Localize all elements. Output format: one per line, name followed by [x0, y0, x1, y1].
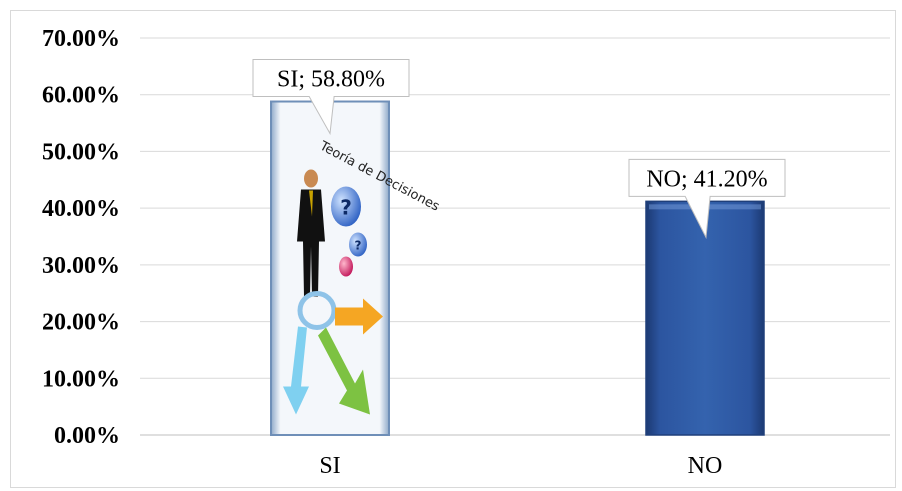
y-tick-label: 60.00%: [42, 83, 120, 109]
bar-no: [645, 200, 765, 436]
y-axis: 0.00% 10.00% 20.00% 30.00% 40.00% 50.00% 60.00…: [42, 26, 120, 449]
svg-text:?: ?: [340, 196, 352, 220]
svg-text:SI; 58.80%: SI; 58.80%: [277, 67, 385, 93]
y-tick-label: 40.00%: [42, 196, 120, 222]
data-labels: SI; 58.80% NO; 41.20%: [252, 59, 786, 240]
gridlines: [140, 37, 890, 436]
svg-text:NO; 41.20%: NO; 41.20%: [646, 166, 767, 192]
bars: Teoría de Decisiones??: [270, 100, 765, 437]
x-tick-label: SI: [319, 453, 340, 479]
question-icon: [339, 256, 353, 277]
data-label: SI; 58.80%: [252, 59, 410, 136]
x-axis: SI NO: [319, 453, 722, 479]
y-tick-label: 0.00%: [54, 423, 120, 449]
businessman-icon: [297, 169, 325, 297]
y-tick-label: 30.00%: [42, 253, 120, 279]
question-icon: ?: [331, 186, 361, 227]
bar-si: Teoría de Decisiones??: [270, 100, 442, 437]
decision-arrows-icon: [283, 291, 383, 415]
y-tick-label: 70.00%: [42, 26, 120, 52]
y-tick-label: 20.00%: [42, 310, 120, 336]
data-label: NO; 41.20%: [628, 158, 786, 240]
x-tick-label: NO: [688, 453, 723, 479]
y-tick-label: 50.00%: [42, 139, 120, 165]
y-tick-label: 10.00%: [42, 366, 120, 392]
question-icon: ?: [349, 232, 367, 257]
svg-text:?: ?: [355, 239, 362, 253]
